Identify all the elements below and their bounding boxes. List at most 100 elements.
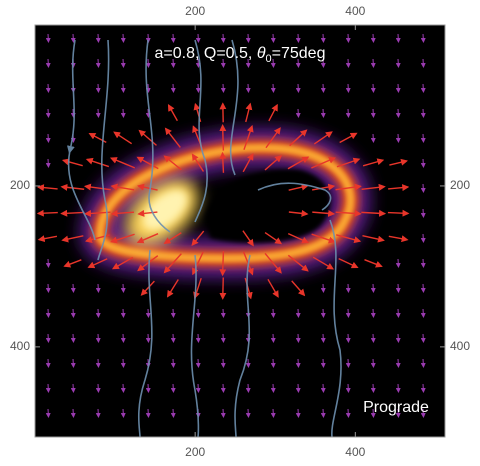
field-arrow bbox=[191, 153, 205, 172]
field-arrow bbox=[270, 33, 276, 43]
field-arrow bbox=[320, 333, 326, 343]
field-arrow bbox=[264, 231, 283, 245]
field-arrow bbox=[265, 127, 281, 149]
field-arrow bbox=[145, 333, 151, 343]
field-arrow bbox=[335, 183, 362, 191]
field-arrow bbox=[170, 308, 176, 318]
field-arrow bbox=[145, 58, 151, 68]
field-arrow bbox=[220, 383, 226, 393]
field-arrow bbox=[195, 308, 201, 318]
field-arrow bbox=[420, 183, 426, 193]
field-arrow bbox=[361, 209, 387, 217]
field-arrow bbox=[61, 235, 84, 243]
field-arrow bbox=[219, 124, 227, 151]
field-arrow bbox=[245, 383, 251, 393]
field-arrow bbox=[95, 58, 101, 68]
field-arrow bbox=[95, 333, 101, 343]
field-arrow bbox=[220, 83, 226, 93]
field-arrow bbox=[167, 104, 178, 122]
field-arrow bbox=[288, 209, 309, 217]
field-arrow bbox=[220, 333, 226, 343]
field-arrow bbox=[335, 209, 362, 217]
field-arrow bbox=[220, 33, 226, 43]
field-arrow bbox=[420, 333, 426, 343]
field-arrow bbox=[420, 233, 426, 243]
field-arrow bbox=[295, 83, 301, 93]
chart-title: a=0.8, Q=0.5, θ0=75deg bbox=[155, 45, 326, 65]
field-arrow bbox=[110, 209, 135, 217]
field-arrow bbox=[45, 358, 51, 368]
field-arrow bbox=[395, 58, 401, 68]
field-arrow bbox=[370, 408, 376, 418]
field-arrow bbox=[70, 308, 76, 318]
field-arrow bbox=[320, 108, 326, 118]
field-arrow bbox=[170, 33, 176, 43]
field-arrow bbox=[145, 83, 151, 93]
field-arrow bbox=[45, 33, 51, 43]
field-arrow bbox=[163, 253, 182, 274]
field-arrow bbox=[245, 33, 251, 43]
field-arrow bbox=[313, 131, 333, 145]
field-arrow bbox=[110, 233, 135, 244]
field-arrow bbox=[45, 108, 51, 118]
field-arrow bbox=[137, 255, 159, 272]
field-arrow bbox=[270, 358, 276, 368]
field-arrow bbox=[164, 127, 181, 148]
field-arrow bbox=[420, 58, 426, 68]
field-arrow bbox=[120, 33, 126, 43]
field-arrow bbox=[166, 279, 179, 298]
field-arrow bbox=[195, 33, 201, 43]
field-arrow bbox=[120, 58, 126, 68]
field-arrow bbox=[420, 408, 426, 418]
field-arrow bbox=[170, 58, 176, 68]
field-arrow bbox=[395, 408, 401, 418]
field-arrow bbox=[295, 308, 301, 318]
field-arrow bbox=[87, 258, 108, 269]
title-subscript: 0 bbox=[266, 53, 272, 65]
field-arrow bbox=[345, 283, 351, 293]
field-arrow bbox=[320, 408, 326, 418]
field-arrow bbox=[339, 132, 358, 144]
field-arrow bbox=[245, 408, 251, 418]
field-arrow bbox=[220, 358, 226, 368]
field-arrow bbox=[242, 230, 254, 247]
field-arrow bbox=[288, 183, 309, 191]
field-arrow bbox=[95, 308, 101, 318]
field-arrow bbox=[295, 333, 301, 343]
field-arrow bbox=[110, 183, 135, 191]
field-arrow bbox=[45, 133, 51, 143]
field-arrow bbox=[420, 383, 426, 393]
field-arrow bbox=[137, 183, 158, 191]
field-arrow bbox=[45, 258, 51, 268]
field-arrow bbox=[345, 83, 351, 93]
field-arrow bbox=[336, 157, 361, 168]
field-arrow bbox=[264, 252, 282, 274]
field-arrow bbox=[370, 383, 376, 393]
field-arrow bbox=[295, 108, 301, 118]
field-arrow bbox=[45, 408, 51, 418]
y-tick-label: 200 bbox=[10, 178, 30, 192]
field-arrow bbox=[113, 131, 133, 145]
field-arrow bbox=[345, 308, 351, 318]
field-arrow bbox=[145, 383, 151, 393]
field-arrow bbox=[287, 232, 310, 244]
field-arrow bbox=[109, 157, 136, 169]
field-arrow bbox=[170, 333, 176, 343]
field-arrow bbox=[395, 83, 401, 93]
field-arrow bbox=[295, 358, 301, 368]
plot-area: Prograde a=0.8, Q=0.5, θ0=75deg bbox=[35, 25, 445, 437]
field-arrow bbox=[267, 278, 279, 298]
field-arrow bbox=[70, 408, 76, 418]
field-arrow bbox=[70, 358, 76, 368]
field-arrow bbox=[370, 333, 376, 343]
title-symbol: θ bbox=[257, 45, 266, 62]
field-arrow bbox=[395, 333, 401, 343]
field-arrow bbox=[70, 383, 76, 393]
y-tick-label: 400 bbox=[450, 339, 470, 353]
field-arrow bbox=[395, 383, 401, 393]
field-arrow bbox=[192, 251, 204, 276]
field-arrow bbox=[243, 124, 254, 150]
field-arrow bbox=[345, 333, 351, 343]
annotation: Prograde bbox=[363, 399, 429, 416]
field-arrow bbox=[264, 155, 283, 171]
